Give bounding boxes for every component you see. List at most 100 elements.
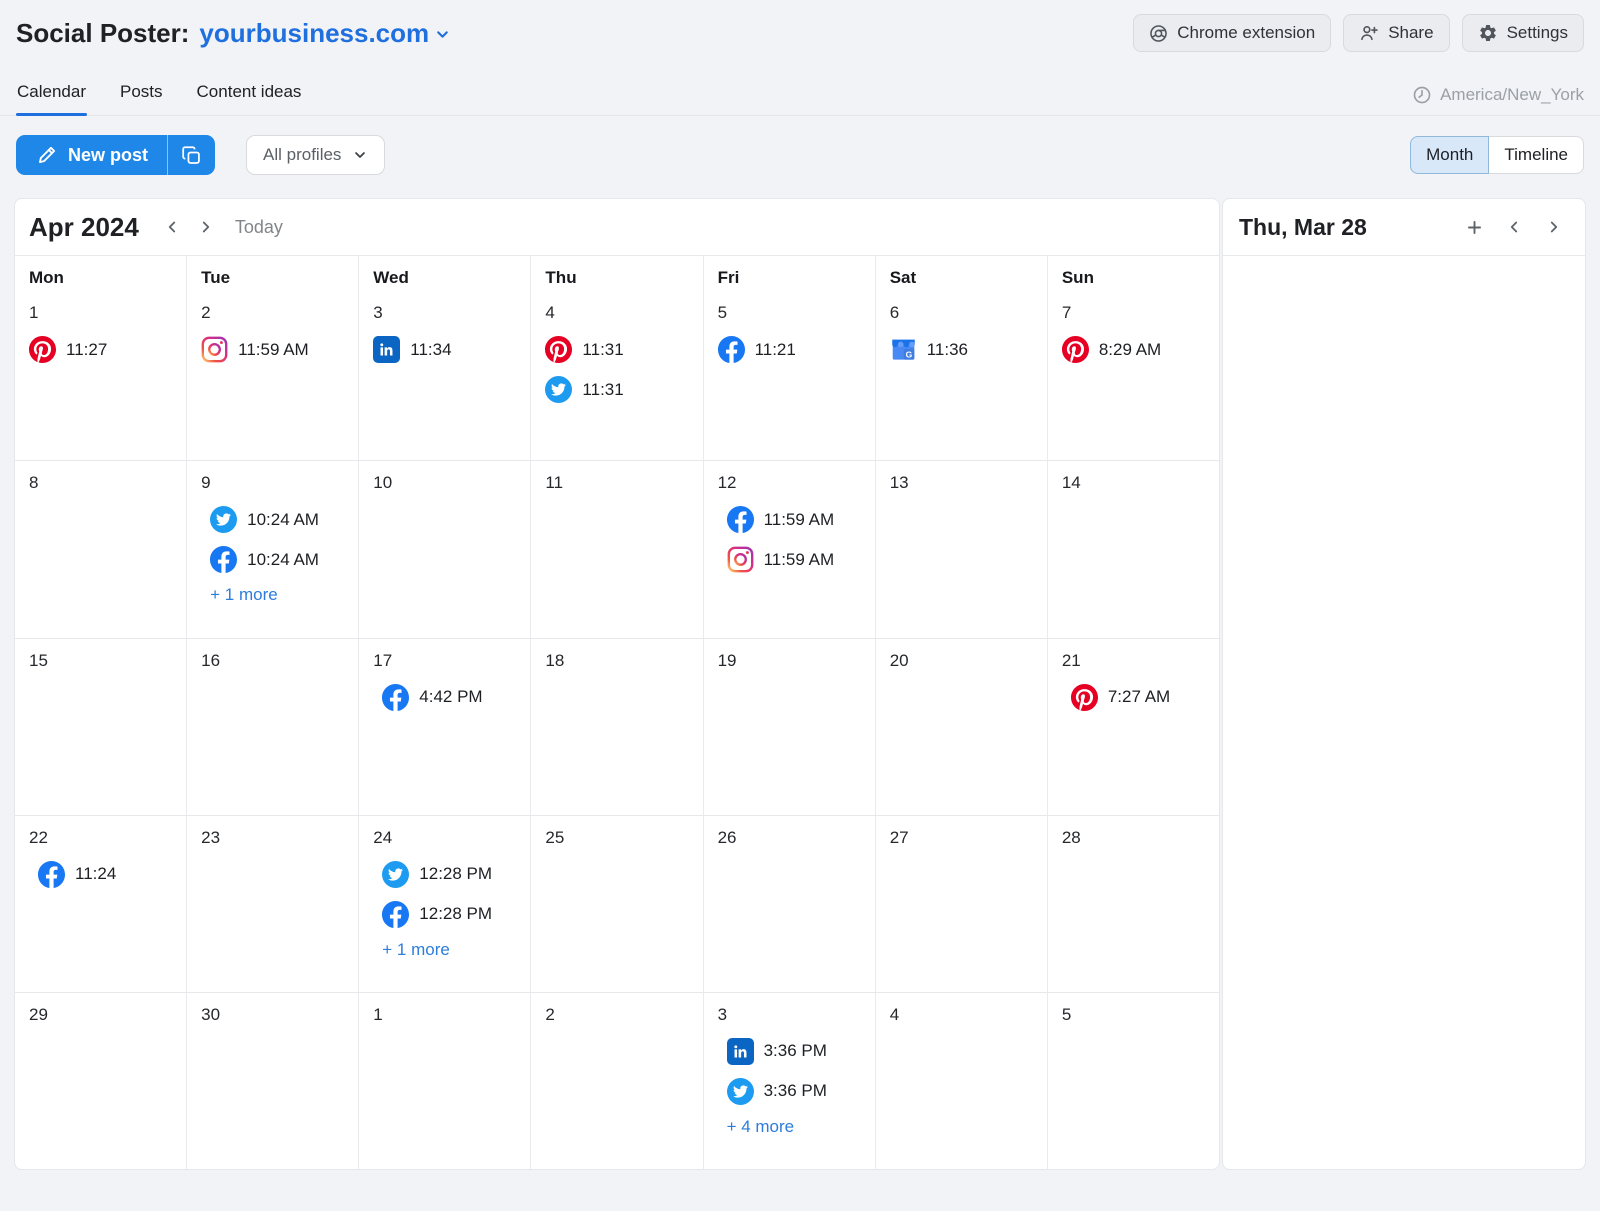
duplicate-post-button[interactable] xyxy=(168,135,215,175)
calendar-cell[interactable]: Fri 5 11:21 xyxy=(704,256,876,461)
date-number: 20 xyxy=(889,650,909,670)
calendar-cell[interactable]: 21 7:27 AM xyxy=(1048,639,1219,815)
date-number: 3 xyxy=(373,303,383,322)
scheduled-post[interactable]: 3:36 PM xyxy=(726,1037,865,1065)
scheduled-post[interactable]: 3:36 PM xyxy=(726,1077,865,1105)
more-posts-link[interactable]: + 4 more xyxy=(726,1116,795,1136)
post-time: 11:59 AM xyxy=(763,549,835,569)
scheduled-post[interactable]: 11:34 xyxy=(373,336,520,363)
prev-month-button[interactable] xyxy=(155,210,189,244)
date-number: 16 xyxy=(201,650,221,670)
share-button[interactable]: Share xyxy=(1343,14,1450,52)
calendar-cell[interactable]: 22 11:24 xyxy=(15,815,188,992)
domain-selector[interactable]: yourbusiness.com xyxy=(199,14,451,52)
scheduled-post[interactable]: 11:24 xyxy=(38,860,176,888)
tab-content-ideas[interactable]: Content ideas xyxy=(196,82,302,101)
scheduled-post[interactable]: 11:27 xyxy=(29,336,176,363)
calendar-cell[interactable]: Sat 6 G 11:36 xyxy=(876,256,1048,461)
next-month-button[interactable] xyxy=(189,210,223,244)
scheduled-post[interactable]: 10:24 AM xyxy=(210,506,348,534)
tab-posts[interactable]: Posts xyxy=(120,82,163,101)
calendar-cell[interactable]: 27 xyxy=(876,815,1048,992)
calendar-cell[interactable]: 16 xyxy=(187,638,360,815)
scheduled-post[interactable]: 11:59 AM xyxy=(201,336,348,363)
day-panel-body[interactable] xyxy=(1223,256,1585,1169)
calendar-cell[interactable]: 14 xyxy=(1048,461,1219,637)
scheduled-post[interactable]: 10:24 AM xyxy=(210,546,348,574)
share-label: Share xyxy=(1388,23,1434,42)
scheduled-post[interactable]: 11:31 xyxy=(545,336,692,363)
date-number: 21 xyxy=(1061,650,1081,670)
new-post-label: New post xyxy=(68,144,149,165)
date-number: 11 xyxy=(545,473,564,493)
calendar-cell[interactable]: 15 xyxy=(15,638,188,815)
calendar-cell[interactable]: 30 xyxy=(187,992,360,1169)
domain-label: yourbusiness.com xyxy=(199,18,430,48)
date-number: 18 xyxy=(545,650,565,670)
calendar-cell[interactable]: 13 xyxy=(876,461,1048,638)
calendar-cell[interactable]: 17 4:42 PM xyxy=(359,638,532,815)
calendar-cell[interactable]: 20 xyxy=(876,638,1048,815)
calendar-cell[interactable]: Sun 7 8:29 AM xyxy=(1048,256,1219,460)
weekday-label: Fri xyxy=(717,268,740,287)
page-title: Social Poster: xyxy=(16,18,190,48)
chevron-down-icon xyxy=(355,152,366,158)
pencil-icon xyxy=(39,146,56,163)
calendar-cell[interactable]: 12 11:59 AM 11:59 AM xyxy=(704,461,876,638)
calendar-cell[interactable]: Thu 4 11:31 11:31 xyxy=(531,256,704,461)
weekday-label: Wed xyxy=(373,268,409,287)
calendar-week-row: 8 9 10:24 AM 10:24 AM + 1 more 10 11 12 11:59 AM… xyxy=(15,460,1219,638)
scheduled-post[interactable]: 8:29 AM xyxy=(1061,336,1209,363)
calendar-week-row: 29 30 1 2 3 3:36 PM 3:36 PM + 4 more 4 5 xyxy=(15,991,1219,1169)
calendar-cell[interactable]: 11 xyxy=(531,461,704,638)
profiles-label: All profiles xyxy=(263,145,342,164)
scheduled-post[interactable]: 12:28 PM xyxy=(382,900,520,928)
calendar-cell[interactable]: Mon 1 11:27 xyxy=(15,256,188,461)
view-toggle-timeline[interactable]: Timeline xyxy=(1489,136,1584,174)
calendar-cell[interactable]: 10 xyxy=(359,461,532,638)
more-posts-link[interactable]: + 1 more xyxy=(210,585,278,605)
calendar-cell[interactable]: 8 xyxy=(15,461,188,638)
chrome-extension-button[interactable]: Chrome extension xyxy=(1133,14,1332,52)
calendar-cell[interactable]: 4 xyxy=(876,992,1048,1169)
scheduled-post[interactable]: 12:28 PM xyxy=(382,860,520,888)
post-time: 11:31 xyxy=(582,339,624,359)
calendar-cell[interactable]: 3 3:36 PM 3:36 PM + 4 more xyxy=(704,992,876,1169)
calendar-cell[interactable]: 28 xyxy=(1048,816,1219,992)
tab-calendar[interactable]: Calendar xyxy=(16,74,87,116)
chrome-extension-label: Chrome extension xyxy=(1177,23,1316,42)
calendar-cell[interactable]: 25 xyxy=(531,815,704,992)
scheduled-post[interactable]: 11:31 xyxy=(545,376,692,403)
calendar-cell[interactable]: 26 xyxy=(704,815,876,992)
scheduled-post[interactable]: 7:27 AM xyxy=(1070,683,1209,711)
settings-button[interactable]: Settings xyxy=(1461,14,1584,52)
calendar-cell[interactable]: 9 10:24 AM 10:24 AM + 1 more xyxy=(187,461,360,638)
date-number: 6 xyxy=(889,303,900,322)
date-number: 27 xyxy=(889,827,909,847)
calendar-cell[interactable]: 5 xyxy=(1048,993,1219,1169)
scheduled-post[interactable]: 11:21 xyxy=(717,336,865,363)
scheduled-post[interactable]: 11:59 AM xyxy=(726,506,865,534)
calendar-cell[interactable]: 19 xyxy=(704,638,876,815)
calendar-cell[interactable]: 23 xyxy=(187,815,360,992)
calendar-cell[interactable]: 1 xyxy=(359,992,532,1169)
today-button[interactable]: Today xyxy=(234,216,283,237)
profiles-dropdown[interactable]: All profiles xyxy=(246,135,386,175)
more-posts-link[interactable]: + 1 more xyxy=(382,939,450,959)
calendar-cell[interactable]: 18 xyxy=(531,638,704,815)
new-post-button[interactable]: New post xyxy=(16,135,167,175)
prev-day-button[interactable] xyxy=(1497,210,1531,244)
calendar-cell[interactable]: Tue 2 11:59 AM xyxy=(187,256,360,461)
calendar-cell[interactable]: Wed 3 11:34 xyxy=(359,256,532,461)
day-panel: Thu, Mar 28 xyxy=(1222,198,1586,1170)
next-day-button[interactable] xyxy=(1537,210,1571,244)
calendar-cell[interactable]: 29 xyxy=(15,992,188,1169)
scheduled-post[interactable]: 4:42 PM xyxy=(382,683,520,711)
calendar-cell[interactable]: 2 xyxy=(531,992,704,1169)
scheduled-post[interactable]: 11:59 AM xyxy=(727,546,865,573)
view-toggle-month[interactable]: Month xyxy=(1410,136,1490,174)
new-post-button-group: New post xyxy=(16,135,216,175)
calendar-cell[interactable]: 24 12:28 PM 12:28 PM + 1 more xyxy=(359,815,532,992)
scheduled-post[interactable]: G 11:36 xyxy=(890,336,1037,363)
add-post-button[interactable] xyxy=(1457,210,1491,244)
